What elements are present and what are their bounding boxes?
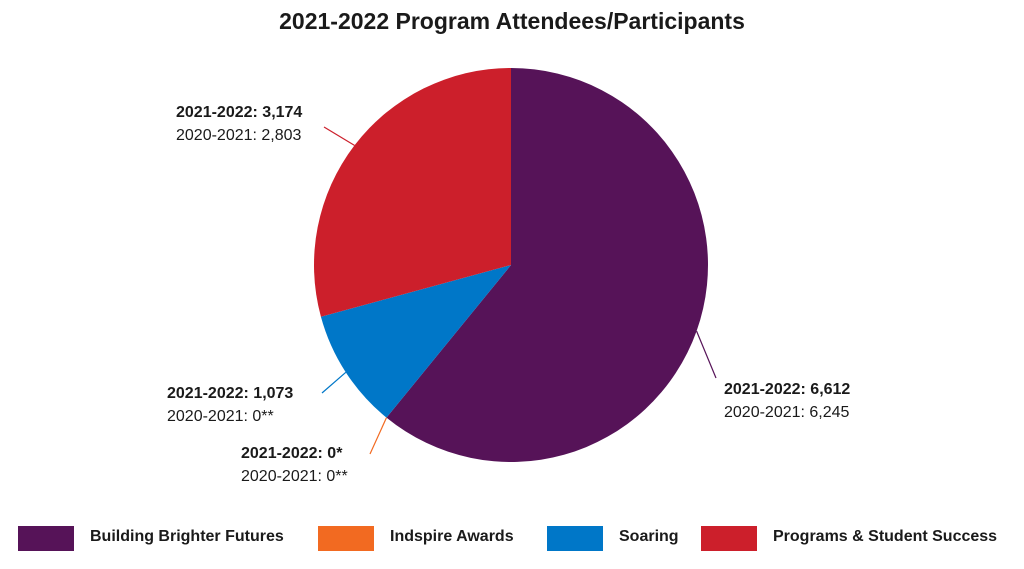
data-label-soaring: 2021-2022: 1,073 2020-2021: 0** — [167, 382, 293, 428]
legend-label: Soaring — [619, 528, 679, 545]
legend-swatch — [547, 526, 603, 551]
legend: Building Brighter Futures Indspire Award… — [0, 526, 1024, 554]
legend-swatch — [701, 526, 757, 551]
chart-title: 2021-2022 Program Attendees/Participants — [279, 8, 745, 34]
legend-label: Programs & Student Success — [773, 528, 998, 545]
legend-label: Indspire Awards — [390, 528, 514, 545]
legend-label: Building Brighter Futures — [90, 528, 284, 545]
data-label-previous: 2020-2021: 2,803 — [176, 127, 302, 144]
data-label-previous: 2020-2021: 0** — [167, 408, 274, 425]
pie-slice-building-brighter-futures — [386, 68, 708, 463]
data-label-building-brighter-futures: 2021-2022: 6,612 2020-2021: 6,245 — [724, 378, 850, 424]
data-label-programs-student-success: 2021-2022: 3,174 2020-2021: 2,803 — [176, 101, 302, 147]
leader-line-programs-student-success — [323, 126, 355, 146]
data-label-current: 2021-2022: 0* — [241, 445, 343, 462]
leader-line-indspire-awards — [369, 417, 388, 455]
legend-swatch — [18, 526, 74, 551]
legend-swatch — [318, 526, 374, 551]
data-label-previous: 2020-2021: 0** — [241, 468, 348, 485]
data-label-current: 2021-2022: 6,612 — [724, 381, 851, 398]
data-label-indspire-awards: 2021-2022: 0* 2020-2021: 0** — [241, 442, 348, 488]
pie-slice-soaring — [320, 265, 511, 418]
pie-slice-programs-student-success — [314, 68, 511, 317]
data-label-current: 2021-2022: 3,174 — [176, 104, 303, 121]
leader-line-soaring — [321, 371, 347, 394]
data-label-previous: 2020-2021: 6,245 — [724, 404, 850, 421]
data-label-current: 2021-2022: 1,073 — [167, 385, 294, 402]
leader-line-building-brighter-futures — [696, 330, 717, 379]
